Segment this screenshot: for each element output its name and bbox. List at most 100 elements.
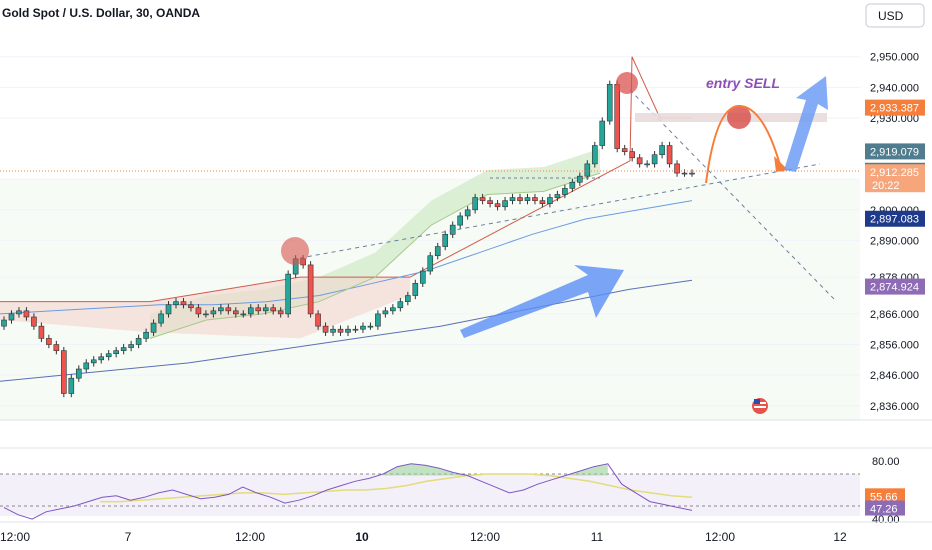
candle-body (98, 356, 105, 361)
price-tag-label: 2,874.924 (870, 282, 919, 294)
candle-body (345, 328, 351, 333)
price-tag-label: 2,933.387 (870, 103, 919, 115)
candle-body (53, 344, 60, 351)
candle-body (449, 224, 456, 235)
red-cloud (0, 277, 410, 339)
price-tag (865, 278, 925, 295)
candle-body (659, 145, 665, 156)
rsi-tick-label: 80.00 (872, 456, 900, 468)
candle-body (135, 338, 142, 345)
candle-body (75, 368, 82, 379)
rsi-pane (0, 463, 860, 520)
price-tick-label: 2,950.000 (870, 52, 919, 64)
candle-body (419, 270, 426, 284)
candle-body (307, 264, 314, 315)
candle-body (225, 307, 232, 312)
candle-body (487, 200, 493, 204)
price-pane: entry SELL (0, 56, 860, 420)
countdown-label: 20:22 (872, 180, 900, 192)
time-tick-label: 12:00 (470, 530, 500, 544)
moving-average-line (0, 279, 693, 382)
price-tick-label: 2,890.000 (870, 235, 919, 247)
candle-body (547, 197, 553, 204)
candle-body (562, 188, 568, 195)
candle-body (46, 338, 52, 345)
candle-body (390, 307, 396, 312)
rsi-overbought-fill (383, 463, 608, 476)
currency-button[interactable]: USD (865, 3, 925, 28)
candle-body (614, 83, 621, 149)
price-tag (865, 143, 925, 160)
candle-body (180, 301, 187, 306)
peak-marker (616, 72, 638, 94)
candle-body (367, 325, 374, 328)
time-axis[interactable]: 12:00 7 12:00 10 12:00 11 12:00 12 (0, 530, 847, 544)
candle-body (165, 304, 172, 315)
rsi-tag-label: 47.26 (870, 504, 898, 516)
candle-body (262, 307, 269, 312)
candle-body (330, 328, 336, 333)
candle-body (337, 328, 344, 333)
candle-body (315, 313, 321, 327)
candle-body (61, 350, 67, 394)
price-tag (865, 164, 925, 193)
candle-body (569, 181, 576, 189)
candle-body (629, 151, 635, 159)
candle-body (464, 209, 471, 217)
trend-line (299, 163, 821, 259)
candle-body (375, 313, 381, 327)
candle-body (427, 255, 434, 272)
target-arrow (784, 76, 828, 172)
candle-body (150, 322, 157, 333)
candle-body (674, 163, 680, 174)
rsi-signal-line (100, 473, 693, 503)
candle-body (233, 310, 239, 315)
rsi-tag-label: 55.66 (870, 491, 898, 503)
candle-body (352, 328, 359, 331)
candle-body (195, 307, 202, 315)
candle-body (128, 344, 134, 348)
candle-body (23, 310, 30, 318)
rsi-axis[interactable]: 80.00 40.00 (872, 456, 900, 526)
swing-marker (281, 237, 309, 265)
candle-body (143, 331, 149, 339)
chart-title: Gold Spot / U.S. Dollar, 30, OANDA (2, 6, 200, 20)
candle-body (8, 313, 15, 321)
candle-body (689, 172, 695, 175)
candle-body (158, 313, 164, 324)
candle-body (606, 83, 613, 122)
candle-body (240, 313, 247, 316)
price-tick-label: 2,836.000 (870, 401, 919, 413)
candle-body (666, 145, 673, 165)
candle-body (255, 307, 262, 312)
candle-body (90, 359, 97, 364)
candle-body (16, 310, 22, 315)
drop-projection-line (629, 89, 836, 301)
candle-body (105, 353, 112, 358)
candle-body (472, 197, 478, 211)
candle-body (584, 163, 591, 177)
candle-body (322, 325, 329, 333)
candle-body (270, 307, 277, 312)
candle-body (644, 163, 650, 166)
candle-body (210, 310, 217, 315)
candle-body (494, 203, 501, 208)
price-tag (865, 210, 925, 227)
candle-body (479, 197, 486, 201)
time-tick-label: 12:00 (705, 530, 735, 544)
candle-body (277, 310, 284, 315)
candle-body (651, 154, 658, 165)
price-tag (865, 99, 925, 116)
svg-text:USD: USD (878, 9, 904, 23)
price-tag-label: 2,919.079 (870, 146, 919, 158)
candle-body (1, 319, 7, 327)
candle-body (636, 157, 643, 165)
rsi-tag (865, 488, 905, 504)
time-tick-label: 7 (125, 530, 132, 544)
uptrend-arrow (460, 265, 624, 338)
time-tick-label: 12:00 (0, 530, 30, 544)
candle-body (442, 234, 449, 247)
candle-body (397, 301, 404, 309)
price-tick-label: 2,930.000 (870, 113, 919, 125)
